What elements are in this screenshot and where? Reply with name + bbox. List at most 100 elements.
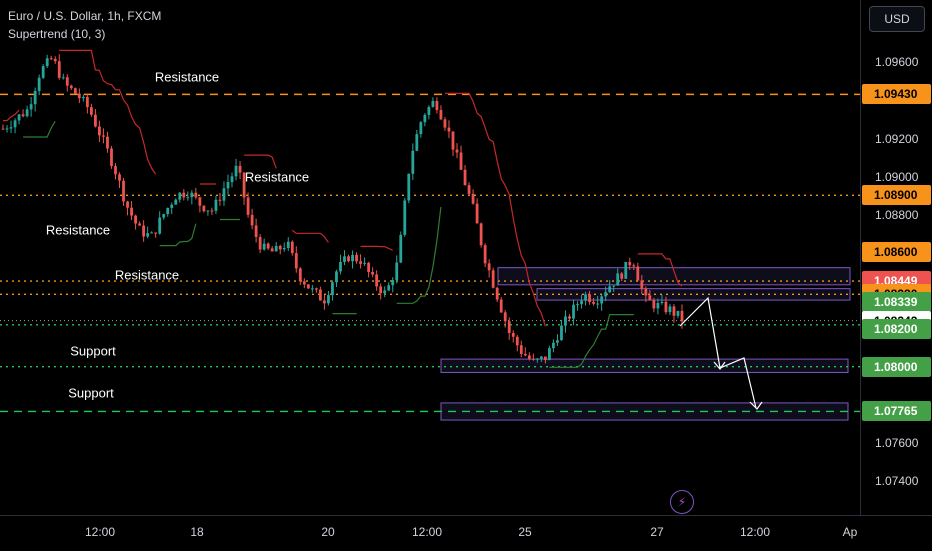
candle-body xyxy=(628,262,632,266)
candle-body xyxy=(154,232,158,234)
candle-body xyxy=(186,197,190,199)
candle-body xyxy=(61,77,65,79)
candle-body xyxy=(114,166,117,175)
candle-body xyxy=(495,287,499,300)
time-label: 25 xyxy=(518,525,532,539)
candle-body xyxy=(383,290,387,294)
candle-body xyxy=(41,66,45,78)
candle-body xyxy=(278,245,282,250)
candle-body xyxy=(182,192,186,198)
candle-body xyxy=(106,136,109,149)
price-badge: 1.09430 xyxy=(862,84,931,105)
supertrend-line xyxy=(637,253,683,287)
candle-body xyxy=(81,96,85,99)
candle-body xyxy=(5,128,9,130)
candle-body xyxy=(363,262,366,264)
candle-body xyxy=(375,274,379,287)
candle-body xyxy=(290,241,294,254)
candle-body xyxy=(323,300,326,304)
candle-body xyxy=(102,135,105,137)
candle-body xyxy=(254,225,258,237)
candle-body xyxy=(407,173,411,201)
candle-body xyxy=(347,256,350,262)
candle-body xyxy=(234,165,238,177)
zone-box xyxy=(536,288,851,301)
candle-body xyxy=(680,310,684,322)
candle-body xyxy=(535,358,539,360)
candle-body xyxy=(166,207,170,215)
candle-body xyxy=(584,294,587,301)
lightning-bolt-icon[interactable]: ⚡ xyxy=(670,490,694,514)
time-label: 18 xyxy=(190,525,204,539)
price-badge: 1.08200 xyxy=(862,318,931,339)
supertrend-line xyxy=(3,109,20,122)
candle-body xyxy=(218,199,222,201)
candle-body xyxy=(198,197,202,206)
candle-body xyxy=(371,271,375,275)
candle-body xyxy=(399,234,403,263)
candle-body xyxy=(531,358,535,360)
currency-button[interactable]: USD xyxy=(869,6,925,32)
candle-body xyxy=(568,316,571,319)
supertrend-line xyxy=(445,92,546,327)
candle-body xyxy=(487,263,491,271)
candle-body xyxy=(624,262,628,279)
candle-body xyxy=(491,270,495,288)
zone-box xyxy=(440,358,849,373)
candle-body xyxy=(523,353,527,356)
candle-body xyxy=(174,199,178,205)
candle-body xyxy=(423,114,427,123)
candle-body xyxy=(443,119,447,128)
candle-body xyxy=(499,299,503,313)
candle-body xyxy=(507,321,511,334)
candle-body xyxy=(126,201,129,208)
candle-body xyxy=(564,316,567,326)
candle-body xyxy=(467,185,471,194)
candle-body xyxy=(25,109,29,117)
price-badge: 1.08600 xyxy=(862,242,931,263)
candle-body xyxy=(415,134,419,151)
candle-body xyxy=(379,286,383,294)
candle-body xyxy=(471,193,475,204)
candle-body xyxy=(648,295,652,301)
supertrend-line xyxy=(549,314,634,368)
candle-body xyxy=(170,204,174,208)
chart-legend: Euro / U.S. Dollar, 1h, FXCM Supertrend … xyxy=(8,7,161,43)
candle-body xyxy=(258,236,262,250)
candle-body xyxy=(202,205,206,212)
candle-body xyxy=(395,262,399,281)
support-label: Support xyxy=(70,343,116,359)
candle-body xyxy=(142,225,146,237)
candle-body xyxy=(13,120,17,128)
candle-body xyxy=(411,150,415,174)
candle-body xyxy=(483,245,487,264)
candle-body xyxy=(238,165,242,173)
candle-body xyxy=(17,114,21,121)
candle-body xyxy=(69,85,73,89)
supertrend-line xyxy=(23,120,56,138)
price-badge: 1.08000 xyxy=(862,356,931,377)
candle-body xyxy=(110,148,113,167)
candle-body xyxy=(33,90,37,105)
candle-body xyxy=(331,282,334,296)
candle-body xyxy=(664,301,668,313)
candle-body xyxy=(556,340,559,343)
price-plot[interactable] xyxy=(0,0,860,515)
candle-body xyxy=(282,248,286,250)
candle-body xyxy=(656,303,660,309)
candle-body xyxy=(118,174,121,181)
time-axis[interactable]: 12:00 18 20 12:00 25 27 12:00 Ap xyxy=(0,515,932,551)
supertrend-line xyxy=(360,245,393,251)
candle-body xyxy=(214,199,218,211)
chart-area[interactable]: Euro / U.S. Dollar, 1h, FXCM Supertrend … xyxy=(0,0,860,515)
candle-body xyxy=(242,172,246,198)
candle-body xyxy=(57,61,61,78)
candle-body xyxy=(543,356,547,361)
candle-body xyxy=(306,284,310,289)
price-axis[interactable]: USD 1.09600 1.09200 1.09000 1.08800 1.07… xyxy=(860,0,932,515)
price-tick: 1.07400 xyxy=(875,474,919,488)
candle-body xyxy=(515,336,519,346)
candle-body xyxy=(274,245,278,252)
indicator-title: Supertrend (10, 3) xyxy=(8,27,106,41)
candle-body xyxy=(162,214,166,218)
